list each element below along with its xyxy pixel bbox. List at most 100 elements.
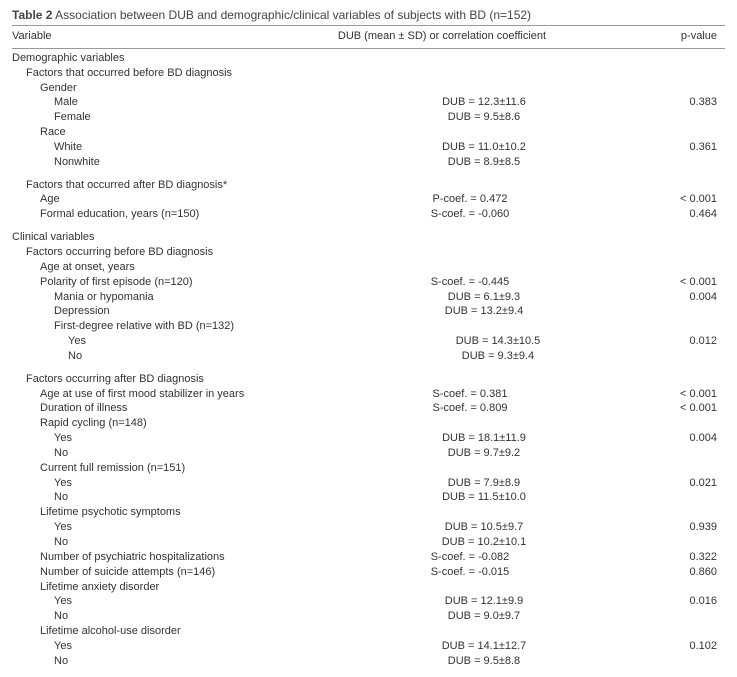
- cell-dub: DUB = 9.0±9.7: [354, 609, 614, 624]
- cell-variable: Lifetime anxiety disorder: [12, 580, 340, 595]
- cell-pvalue: 0.004: [614, 431, 725, 446]
- rule-header: [12, 48, 725, 49]
- cell-dub: DUB = 13.2±9.4: [354, 304, 614, 319]
- cell-variable: Formal education, years (n=150): [12, 207, 340, 222]
- cell-pvalue: 0.016: [614, 594, 725, 609]
- cell-variable: Polarity of first episode (n=120): [12, 275, 340, 290]
- header-variable: Variable: [12, 29, 312, 44]
- table-row: Number of psychiatric hospitalizationsS-…: [12, 550, 725, 565]
- cell-pvalue: 0.383: [614, 95, 725, 110]
- table-row: NoDUB = 9.7±9.2: [12, 446, 725, 461]
- cell-pvalue: 0.464: [600, 207, 725, 222]
- table-row: YesDUB = 18.1±11.90.004: [12, 431, 725, 446]
- cell-variable: No: [12, 609, 354, 624]
- table-row: FemaleDUB = 9.5±8.6: [12, 110, 725, 125]
- cell-dub: S-coef. = -0.060: [340, 207, 600, 222]
- table-header-row: Variable DUB (mean ± SD) or correlation …: [12, 28, 725, 45]
- cell-variable: Race: [12, 125, 340, 140]
- cell-dub: DUB = 6.1±9.3: [354, 290, 614, 305]
- table-row: First-degree relative with BD (n=132): [12, 319, 725, 334]
- cell-variable: Demographic variables: [12, 51, 312, 66]
- cell-dub: DUB = 9.7±9.2: [354, 446, 614, 461]
- cell-pvalue: < 0.001: [600, 275, 725, 290]
- table-row: NonwhiteDUB = 8.9±8.5: [12, 155, 725, 170]
- table-row: NoDUB = 10.2±10.1: [12, 535, 725, 550]
- cell-dub: S-coef. = -0.445: [340, 275, 600, 290]
- cell-dub: DUB = 11.5±10.0: [354, 490, 614, 505]
- cell-variable: Factors that occurred after BD diagnosis…: [12, 178, 326, 193]
- table-row: Lifetime psychotic symptoms: [12, 505, 725, 520]
- cell-variable: Depression: [12, 304, 354, 319]
- table-row: NoDUB = 9.0±9.7: [12, 609, 725, 624]
- cell-variable: Age at use of first mood stabilizer in y…: [12, 387, 340, 402]
- cell-variable: Yes: [12, 334, 368, 349]
- cell-dub: DUB = 12.3±11.6: [354, 95, 614, 110]
- cell-variable: Lifetime alcohol-use disorder: [12, 624, 340, 639]
- cell-dub: S-coef. = 0.809: [340, 401, 600, 416]
- cell-pvalue: 0.322: [600, 550, 725, 565]
- cell-pvalue: 0.021: [614, 476, 725, 491]
- header-pvalue: p-value: [572, 29, 725, 44]
- cell-dub: DUB = 14.3±10.5: [368, 334, 628, 349]
- cell-variable: Rapid cycling (n=148): [12, 416, 340, 431]
- cell-variable: Clinical variables: [12, 230, 312, 245]
- table-row: AgeP-coef. = 0.472< 0.001: [12, 192, 725, 207]
- cell-variable: Age: [12, 192, 340, 207]
- cell-pvalue: 0.939: [614, 520, 725, 535]
- table-row: NoDUB = 9.5±8.8: [12, 654, 725, 669]
- cell-dub: S-coef. = 0.381: [340, 387, 600, 402]
- table-row: Gender: [12, 81, 725, 96]
- cell-pvalue: 0.361: [614, 140, 725, 155]
- table-row: Age at onset, years: [12, 260, 725, 275]
- table-row: NoDUB = 9.3±9.4: [12, 349, 725, 364]
- table-row: Formal education, years (n=150)S-coef. =…: [12, 207, 725, 222]
- cell-dub: DUB = 10.5±9.7: [354, 520, 614, 535]
- cell-variable: Yes: [12, 431, 354, 446]
- table-row: YesDUB = 12.1±9.90.016: [12, 594, 725, 609]
- table-row: Clinical variables: [12, 230, 725, 245]
- table-row: Rapid cycling (n=148): [12, 416, 725, 431]
- table-row: DepressionDUB = 13.2±9.4: [12, 304, 725, 319]
- table-title: Table 2 Association between DUB and demo…: [12, 8, 725, 22]
- cell-pvalue: 0.004: [614, 290, 725, 305]
- rule-top: [12, 25, 725, 26]
- table-row: Age at use of first mood stabilizer in y…: [12, 387, 725, 402]
- table-row: Factors occurring before BD diagnosis: [12, 245, 725, 260]
- cell-variable: No: [12, 349, 368, 364]
- cell-variable: Lifetime psychotic symptoms: [12, 505, 340, 520]
- cell-dub: DUB = 9.5±8.8: [354, 654, 614, 669]
- table-row: WhiteDUB = 11.0±10.20.361: [12, 140, 725, 155]
- cell-dub: DUB = 9.5±8.6: [354, 110, 614, 125]
- cell-pvalue: 0.860: [600, 565, 725, 580]
- table-row: YesDUB = 10.5±9.70.939: [12, 520, 725, 535]
- cell-variable: No: [12, 446, 354, 461]
- cell-variable: Yes: [12, 594, 354, 609]
- cell-pvalue: < 0.001: [600, 401, 725, 416]
- cell-variable: Current full remission (n=151): [12, 461, 340, 476]
- cell-variable: First-degree relative with BD (n=132): [12, 319, 354, 334]
- table-row: Factors occurring after BD diagnosis: [12, 372, 725, 387]
- table-row: Factors that occurred before BD diagnosi…: [12, 66, 725, 81]
- cell-variable: Yes: [12, 476, 354, 491]
- header-dub: DUB (mean ± SD) or correlation coefficie…: [312, 29, 572, 44]
- cell-variable: Factors that occurred before BD diagnosi…: [12, 66, 326, 81]
- table-row: YesDUB = 14.3±10.50.012: [12, 334, 725, 349]
- table-caption: Association between DUB and demographic/…: [52, 8, 531, 22]
- cell-variable: Factors occurring before BD diagnosis: [12, 245, 326, 260]
- table-row: Lifetime anxiety disorder: [12, 580, 725, 595]
- table-number: Table 2: [12, 8, 52, 22]
- cell-variable: No: [12, 654, 354, 669]
- cell-dub: DUB = 18.1±11.9: [354, 431, 614, 446]
- cell-pvalue: 0.102: [614, 639, 725, 654]
- table-row: Demographic variables: [12, 51, 725, 66]
- table-body: Demographic variablesFactors that occurr…: [12, 51, 725, 669]
- cell-dub: DUB = 12.1±9.9: [354, 594, 614, 609]
- cell-variable: Yes: [12, 520, 354, 535]
- cell-dub: DUB = 7.9±8.9: [354, 476, 614, 491]
- table-row: YesDUB = 7.9±8.90.021: [12, 476, 725, 491]
- cell-variable: Male: [12, 95, 354, 110]
- cell-dub: DUB = 14.1±12.7: [354, 639, 614, 654]
- table-row: Factors that occurred after BD diagnosis…: [12, 178, 725, 193]
- cell-variable: Age at onset, years: [12, 260, 340, 275]
- cell-dub: DUB = 10.2±10.1: [354, 535, 614, 550]
